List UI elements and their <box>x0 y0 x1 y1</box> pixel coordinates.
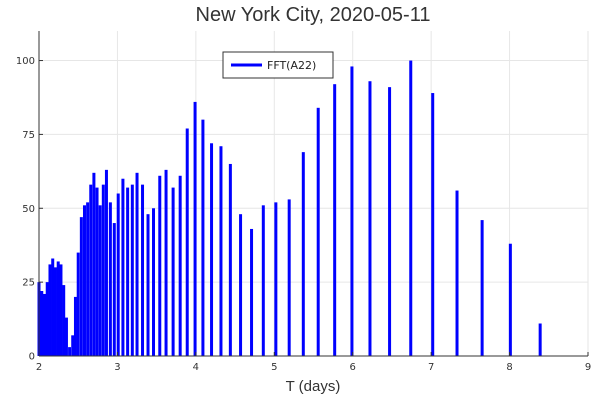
bar <box>82 205 86 356</box>
bar <box>480 220 484 356</box>
bar <box>368 81 372 357</box>
bar <box>228 163 232 356</box>
bar <box>301 152 305 356</box>
x-tick-labels: 2 3 4 5 6 7 8 9 <box>36 362 591 373</box>
legend: FFT(A22) <box>222 51 334 79</box>
bar <box>130 184 134 356</box>
bar <box>92 172 96 356</box>
bar <box>135 172 139 356</box>
bar <box>42 293 46 356</box>
bar <box>68 347 72 356</box>
bar <box>158 175 162 356</box>
bar <box>73 296 77 356</box>
x-tick-label: 8 <box>506 362 512 373</box>
x-tick-label: 9 <box>585 362 591 373</box>
x-tick-label: 7 <box>428 362 434 373</box>
bar <box>239 214 243 356</box>
legend-box <box>222 51 334 79</box>
bar <box>193 101 197 356</box>
y-tick-labels: 0 25 50 75 100 <box>16 56 35 362</box>
bar <box>101 184 105 356</box>
bar <box>274 202 278 356</box>
bar <box>62 285 66 356</box>
bar <box>538 323 542 356</box>
bar <box>104 169 108 356</box>
bar <box>409 60 413 356</box>
bar <box>333 84 337 356</box>
bar <box>121 178 125 356</box>
bar <box>48 264 52 356</box>
bar <box>171 187 175 356</box>
y-tick-label: 50 <box>22 204 35 215</box>
x-axis-label: T (days) <box>286 378 341 395</box>
bar <box>210 143 214 356</box>
bar <box>508 243 512 356</box>
bar <box>86 202 90 356</box>
y-tick-label: 0 <box>29 352 35 363</box>
bars <box>37 60 542 357</box>
bar <box>146 214 150 356</box>
bar <box>89 184 93 356</box>
bar <box>250 228 254 356</box>
bar <box>64 317 68 356</box>
bar <box>126 187 130 356</box>
bar <box>455 190 459 356</box>
bar <box>79 217 83 356</box>
bar <box>45 282 49 356</box>
x-tick-label: 5 <box>271 362 277 373</box>
bar <box>185 128 189 356</box>
bar <box>201 119 205 357</box>
bar <box>178 175 182 356</box>
bar <box>71 335 75 356</box>
bar <box>51 258 55 356</box>
bar <box>56 261 60 356</box>
bar <box>388 87 392 357</box>
bar <box>152 208 156 356</box>
x-tick-label: 6 <box>350 362 356 373</box>
bar <box>76 252 80 356</box>
bar <box>261 205 265 356</box>
bar <box>116 193 120 356</box>
y-tick-label: 100 <box>16 56 35 67</box>
bar <box>98 205 102 356</box>
bar <box>141 184 145 356</box>
legend-label: FFT(A22) <box>267 59 316 72</box>
grid <box>38 31 589 357</box>
y-tick-label: 25 <box>22 278 35 289</box>
bar <box>112 223 116 356</box>
bar <box>95 187 99 356</box>
bar <box>53 267 57 356</box>
bar <box>108 202 112 356</box>
x-tick-label: 2 <box>36 362 42 373</box>
bar <box>59 264 63 356</box>
bar <box>219 146 223 356</box>
bar <box>287 199 291 356</box>
bar <box>164 169 168 356</box>
bar <box>350 66 354 357</box>
chart-title: New York City, 2020-05-11 <box>196 4 431 26</box>
x-tick-label: 4 <box>193 362 199 373</box>
bar <box>431 93 435 356</box>
x-tick-label: 3 <box>114 362 120 373</box>
bar <box>40 291 44 356</box>
axes <box>38 31 589 357</box>
bar <box>316 107 320 357</box>
y-tick-label: 75 <box>22 130 35 141</box>
